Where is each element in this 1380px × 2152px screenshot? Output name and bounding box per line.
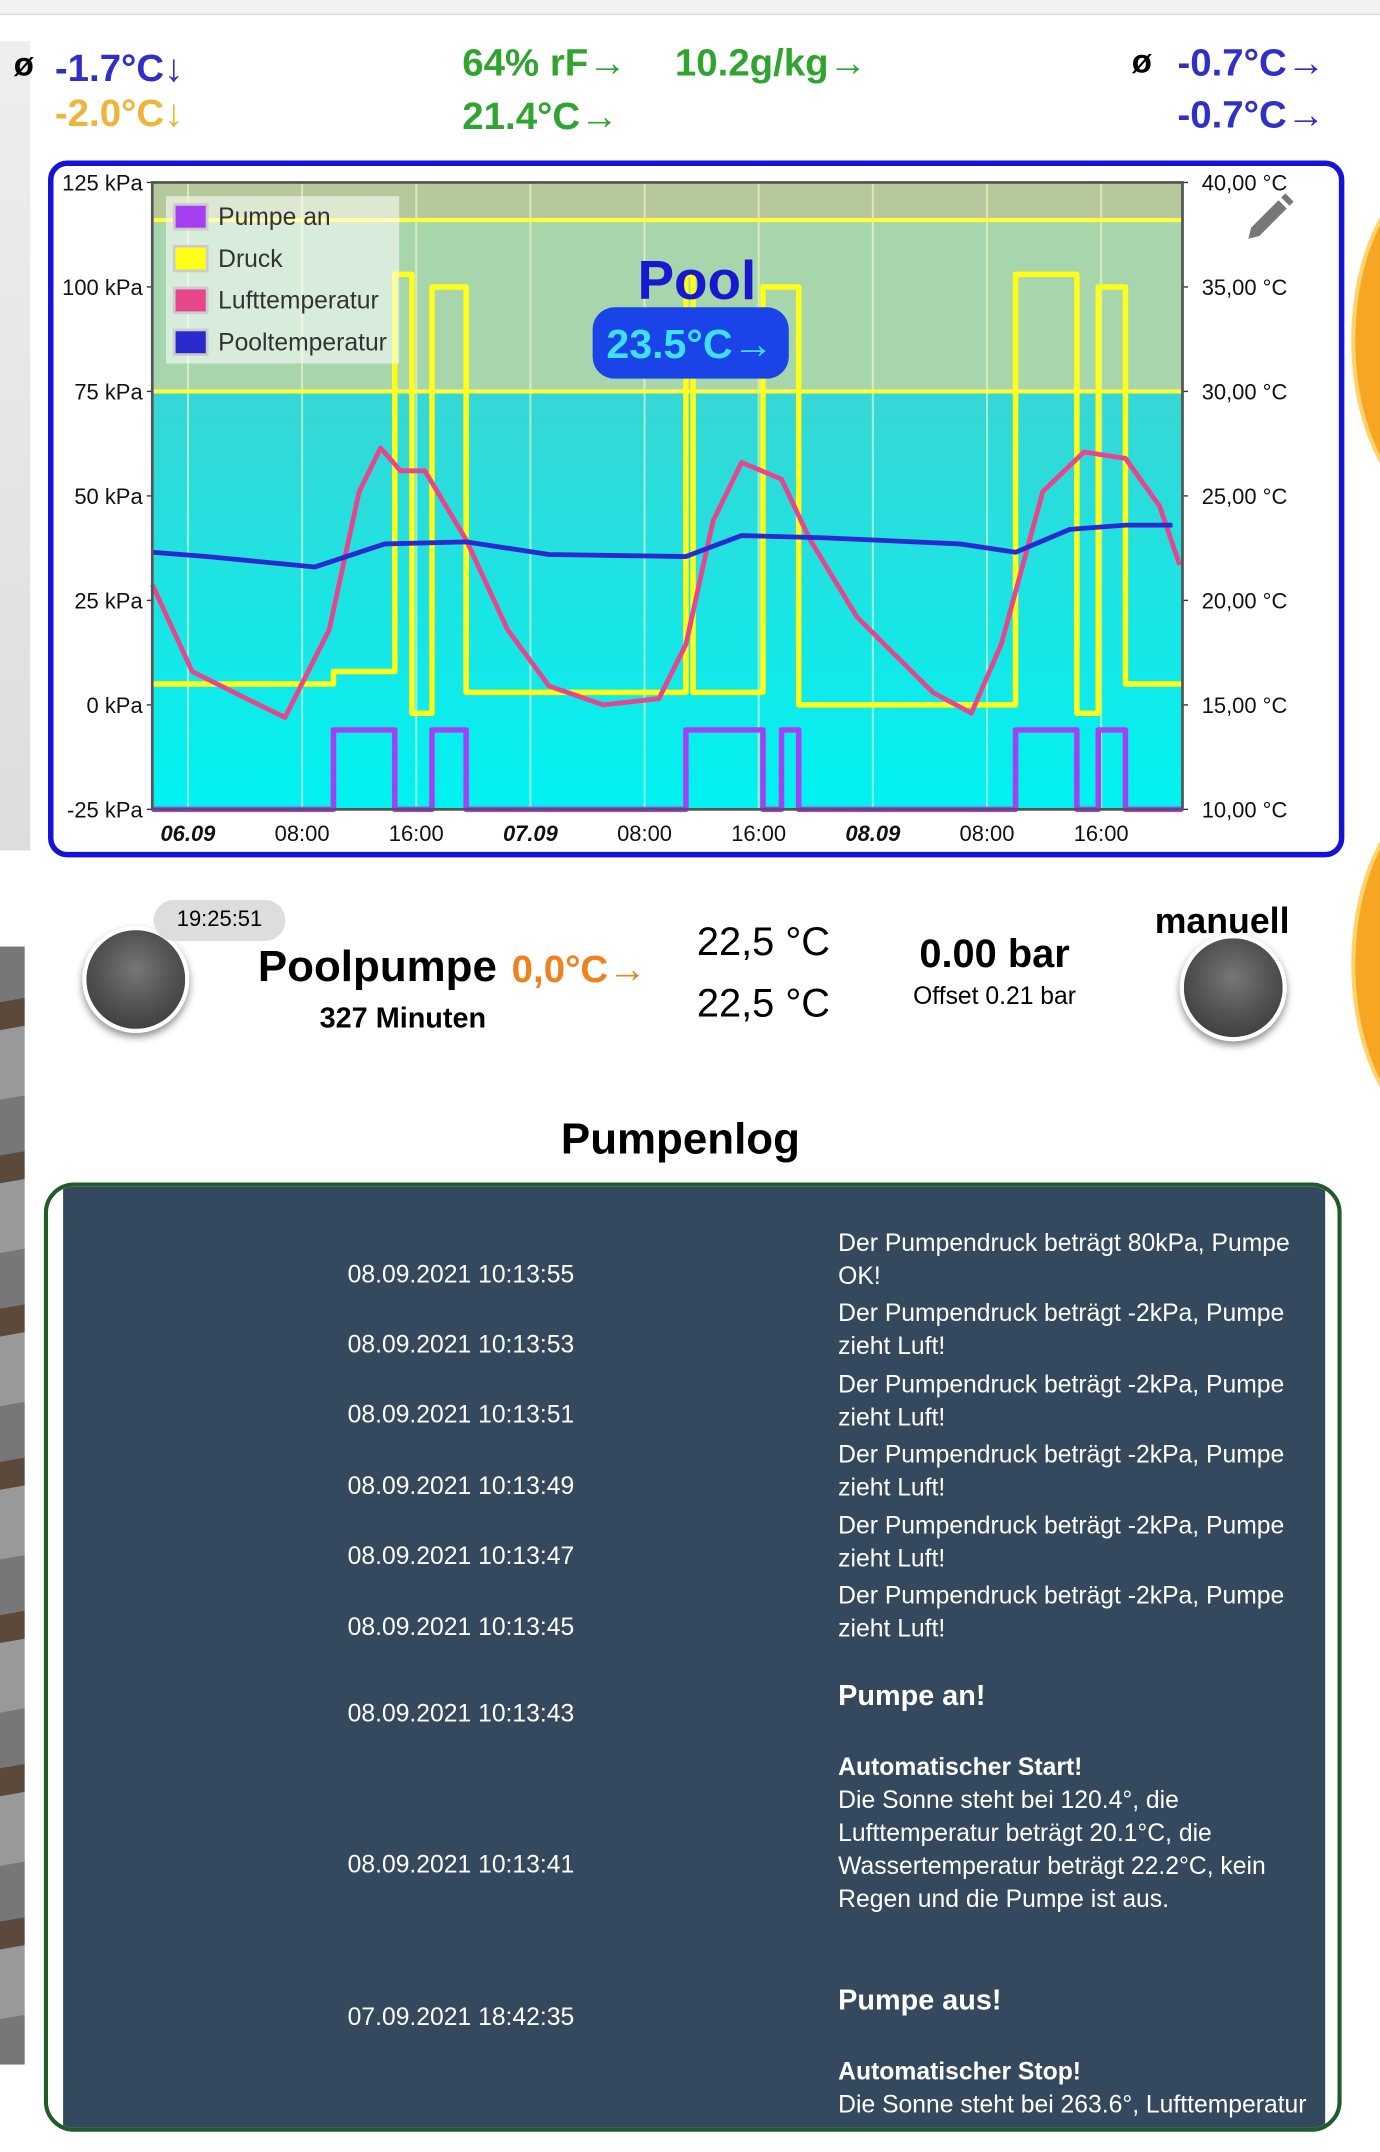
x-tick-label: 08:00 [960, 821, 1015, 846]
series-line [152, 522, 1173, 570]
stat: 21.4°C→ [462, 94, 619, 138]
chart: 06.09 08:00 16:00 07.09 08:00 16:00 08.09 08:00… [48, 160, 1345, 858]
log-panel: 08.09.2021 10:13:55 Der Pumpendruck beträ… [43, 1182, 1342, 2132]
x-tick-label: 16:00 [1074, 821, 1129, 846]
log-time: 08.09.2021 10:13:49 [347, 1471, 575, 1500]
y2-tick-label: 40,00 °C [1202, 171, 1288, 196]
stat: 64% rF→ [462, 41, 627, 84]
y2-tick-label: 35,00 °C [1202, 275, 1288, 300]
legend-label: Lufttemperatur [218, 288, 379, 315]
log-time: 08.09.2021 10:13:53 [347, 1330, 575, 1359]
chart-title: Pool [637, 249, 756, 311]
y-tick-label: 0 kPa [87, 693, 144, 718]
log-heading: Pumpe aus! [838, 1984, 1002, 2017]
y-tick-label: -25 kPa [67, 798, 143, 823]
log-entry: Der Pumpendruck beträgt -2kPa, Pumpe zie… [838, 1509, 1311, 1575]
y-tick-label: 50 kPa [74, 484, 143, 509]
legend-swatch [172, 286, 209, 315]
log-list: 08.09.2021 10:13:55 Der Pumpendruck beträ… [63, 1186, 1326, 2128]
series-line [150, 445, 1182, 720]
mode-toggle[interactable] [1179, 934, 1287, 1042]
x-tick-label: 16:00 [731, 821, 786, 846]
log-entry: Der Pumpendruck beträgt -2kPa, Pumpe zie… [838, 1296, 1311, 1362]
log-time: 08.09.2021 10:13:55 [347, 1260, 575, 1289]
pump-runtime: 327 Minuten [319, 1002, 487, 1035]
stat: -0.7°C→ [1177, 93, 1326, 136]
log-time: 08.09.2021 10:13:51 [347, 1400, 575, 1429]
y-tick-label: 100 kPa [62, 275, 143, 300]
log-entry: Der Pumpendruck beträgt -2kPa, Pumpe zie… [838, 1579, 1311, 1645]
log-heading: Pumpe an! [838, 1680, 986, 1713]
avg-symbol: ø [1131, 43, 1152, 81]
y2-tick-label: 15,00 °C [1202, 693, 1288, 718]
y-tick-label: 125 kPa [62, 171, 143, 196]
log-message: Der Pumpendruck beträgt -2kPa, Pumpe zie… [838, 1440, 1285, 1501]
log-entry: Automatischer Start! Die Sonne steht bei … [838, 1750, 1311, 1915]
log-time: 07.09.2021 18:42:35 [347, 2002, 575, 2031]
timestamp-chip: 19:25:51 [153, 899, 286, 942]
stat: -1.7°C↓ [54, 46, 184, 90]
top-bar [0, 0, 1380, 16]
temperature: 22,5 °C [696, 982, 831, 1027]
edit-icon[interactable] [1248, 193, 1294, 239]
log-entry: Der Pumpendruck beträgt 80kPa, Pumpe OK! [838, 1226, 1311, 1292]
log-title: Pumpenlog [560, 1113, 800, 1164]
value-badge [592, 307, 789, 379]
legend-swatch [172, 203, 209, 231]
log-time: 08.09.2021 10:13:43 [347, 1699, 575, 1728]
background-edge [0, 946, 25, 2065]
legend-label: Pooltemperatur [218, 329, 387, 356]
log-time: 08.09.2021 10:13:47 [347, 1541, 575, 1570]
avg-symbol: ø [13, 46, 34, 84]
stat: 10.2g/kg→ [674, 41, 868, 84]
legend-label: Pumpe an [218, 204, 331, 231]
x-tick-label: 08.09 [845, 821, 901, 846]
plot-border [150, 181, 1184, 811]
pressure-offset: Offset 0.21 bar [913, 982, 1077, 1010]
pressure: 0.00 bar [919, 932, 1070, 977]
log-message: Die Sonne steht bei 263.6°, Lufttemperat… [838, 2090, 1307, 2119]
log-time: 08.09.2021 10:13:41 [347, 1850, 575, 1878]
y2-tick-label: 20,00 °C [1202, 589, 1288, 614]
legend-swatch [172, 328, 209, 356]
log-message: Der Pumpendruck beträgt -2kPa, Pumpe zie… [838, 1581, 1285, 1643]
y2-tick-label: 30,00 °C [1202, 380, 1288, 405]
pump-toggle[interactable] [82, 925, 190, 1033]
log-entry: Der Pumpendruck beträgt -2kPa, Pumpe zie… [838, 1368, 1311, 1434]
y2-tick-label: 25,00 °C [1202, 484, 1288, 509]
series-line [152, 271, 1183, 716]
log-time: 08.09.2021 10:13:45 [347, 1613, 575, 1641]
log-entry: Automatischer Stop! Die Sonne steht bei 2… [838, 2055, 1311, 2121]
log-message: Die Sonne steht bei 120.4°, die Lufttemp… [838, 1786, 1266, 1913]
log-entry: Pumpe an! [838, 1680, 1311, 1713]
log-message: Der Pumpendruck beträgt -2kPa, Pumpe zie… [838, 1299, 1285, 1360]
legend-swatch [172, 244, 209, 273]
log-message: Der Pumpendruck beträgt 80kPa, Pumpe OK! [838, 1229, 1290, 1290]
log-message: Der Pumpendruck beträgt -2kPa, Pumpe zie… [838, 1511, 1285, 1573]
background-edge [0, 41, 31, 851]
x-tick-label: 08:00 [617, 821, 672, 846]
y-tick-label: 75 kPa [74, 380, 143, 405]
stat: -0.7°C→ [1177, 41, 1326, 84]
log-heading: Automatischer Stop! [838, 2057, 1081, 2086]
log-entry: Pumpe aus! [838, 1985, 1311, 2018]
value-badge-text: 23.5°C→ [606, 321, 773, 367]
pump-name: Poolpumpe [257, 941, 497, 991]
log-message: Der Pumpendruck beträgt -2kPa, Pumpe zie… [838, 1370, 1285, 1431]
x-tick-label: 16:00 [389, 821, 444, 846]
temperature: 22,5 °C [696, 920, 831, 965]
y2-tick-label: 10,00 °C [1202, 798, 1288, 823]
x-tick-label: 06.09 [160, 821, 216, 846]
x-tick-label: 08:00 [275, 821, 330, 846]
log-heading: Automatischer Start! [838, 1753, 1083, 1781]
log-entry: Der Pumpendruck beträgt -2kPa, Pumpe zie… [838, 1438, 1311, 1504]
legend-label: Druck [218, 246, 283, 273]
pump-delta: 0,0°C→ [511, 947, 647, 991]
stat: -2.0°C↓ [54, 91, 184, 135]
x-tick-label: 07.09 [503, 821, 559, 846]
y-tick-label: 25 kPa [74, 589, 143, 614]
